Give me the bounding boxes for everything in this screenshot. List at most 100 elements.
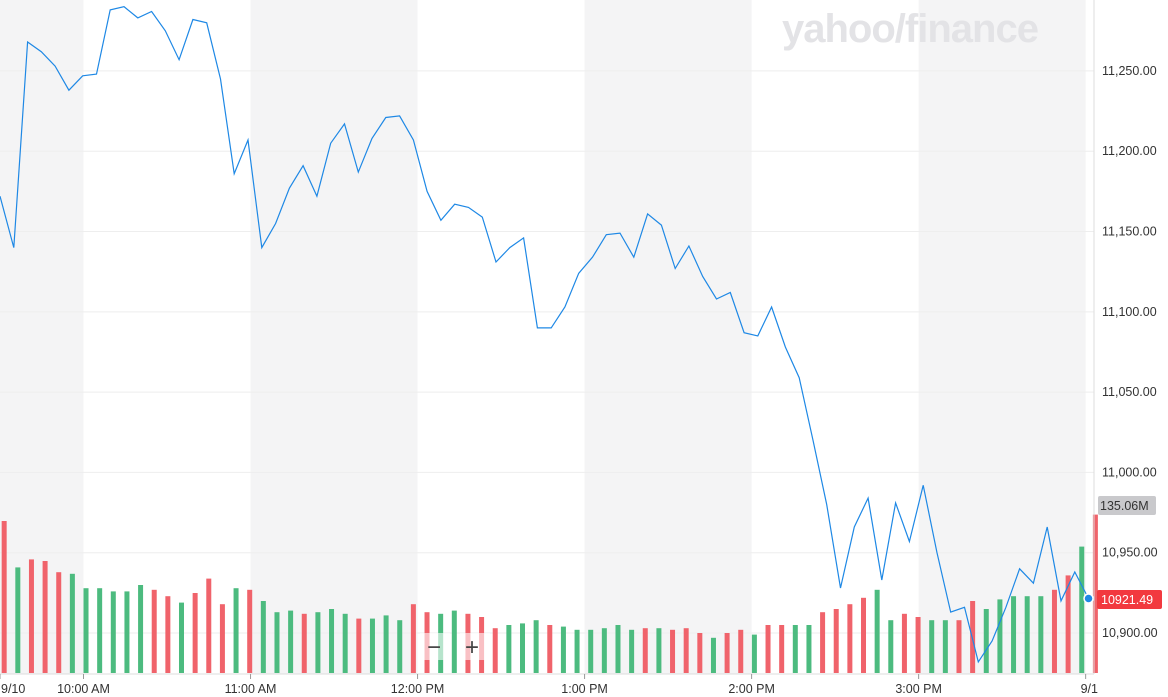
volume-bar [151, 589, 157, 673]
minus-icon[interactable]: − [427, 634, 441, 661]
y-tick-label: 11,050.00 [1102, 385, 1157, 399]
volume-bar [806, 625, 812, 673]
volume-bar [588, 629, 594, 673]
volume-bar [929, 620, 935, 673]
session-band [918, 0, 1086, 674]
volume-bar [56, 572, 62, 673]
volume-tag: 135.06M [1098, 496, 1156, 515]
x-tick-label: 2:00 PM [728, 682, 775, 696]
y-tick-label: 11,200.00 [1102, 144, 1157, 158]
volume-bar [520, 623, 526, 673]
volume-bar [192, 593, 198, 673]
price-gridlines [0, 70, 1094, 634]
volume-bar [397, 620, 403, 673]
volume-bar [506, 625, 512, 673]
volume-bar [1024, 596, 1030, 673]
volume-bar [410, 604, 416, 673]
volume-bar [915, 617, 921, 673]
volume-tag-bg [1098, 496, 1156, 515]
volume-bar [629, 629, 635, 673]
session-band [584, 0, 752, 674]
volume-bar [847, 604, 853, 673]
volume-bar [165, 596, 171, 673]
volume-bar [765, 625, 771, 673]
volume-bar [547, 625, 553, 673]
volume-bar [942, 620, 948, 673]
volume-bar [383, 615, 389, 673]
zoom-in-bg[interactable] [460, 633, 490, 660]
volume-bar [683, 628, 689, 673]
price-axis: 10,900.00 10,950.00 11,000.00 11,050.00 11,1… [1093, 0, 1158, 674]
volume-bar [983, 609, 989, 673]
volume-bar [492, 628, 498, 673]
volume-bar [642, 628, 648, 673]
y-tick-label: 11,000.00 [1102, 465, 1157, 479]
volume-bar [615, 625, 621, 673]
volume-bar [833, 609, 839, 673]
volume-bar [110, 591, 116, 673]
volume-bar [1038, 596, 1044, 673]
volume-bar [533, 620, 539, 673]
y-tick-label: 11,250.00 [1102, 64, 1157, 78]
volume-bar [42, 561, 48, 673]
x-tick-label: 9/1 [1081, 682, 1098, 696]
volume-bar [779, 625, 785, 673]
volume-bar [997, 599, 1003, 673]
volume-bar [710, 637, 716, 673]
volume-bar [820, 612, 826, 673]
volume-bar [138, 585, 144, 673]
volume-bar [1065, 575, 1071, 673]
volume-bar [219, 604, 225, 673]
volume-bar [901, 613, 907, 673]
volume-bar [329, 609, 335, 673]
volume-bar [274, 612, 280, 673]
y-tick-label: 11,150.00 [1102, 225, 1157, 239]
price-line [0, 6, 1090, 664]
volume-bar [97, 588, 103, 673]
volume-bar [233, 588, 239, 673]
yahoo-finance-logo: yahoo/finance [782, 7, 1038, 51]
volume-bar [451, 610, 457, 673]
session-band [0, 0, 84, 674]
volume-bar [15, 567, 21, 673]
x-tick-label: 1:00 PM [561, 682, 608, 696]
volume-bar [124, 591, 130, 673]
volume-bar [206, 578, 212, 673]
x-tick-label: 11:00 AM [225, 682, 277, 696]
volume-bar [574, 629, 580, 673]
x-tick-label: 10:00 AM [57, 682, 110, 696]
volume-bar [738, 629, 744, 673]
plus-icon[interactable]: + [465, 634, 479, 661]
time-axis: 9/10 10:00 AM 11:00 AM 12:00 PM 1:00 PM 2:00 … [0, 673, 1098, 696]
volume-bar [956, 620, 962, 673]
volume-bar [260, 601, 266, 673]
volume-bar [369, 618, 375, 673]
volume-bar [1, 521, 7, 673]
volume-bar [970, 601, 976, 673]
volume-bar [1051, 589, 1057, 673]
volume-bar [28, 559, 34, 673]
price-tag-text: 10921.49 [1101, 593, 1153, 607]
x-tick-label: 3:00 PM [895, 682, 942, 696]
volume-bar [751, 634, 757, 673]
y-tick-label: 11,100.00 [1102, 305, 1157, 319]
zoom-out-bg[interactable] [420, 633, 450, 660]
volume-bar [1011, 596, 1017, 673]
volume-bar [792, 625, 798, 673]
volume-tag-text: 135.06M [1100, 499, 1149, 513]
volume-bar [69, 573, 75, 673]
volume-bar [724, 633, 730, 673]
volume-bar [315, 612, 321, 673]
current-price-dot [1083, 593, 1094, 604]
volume-bar [888, 620, 894, 673]
volume-bar [697, 633, 703, 673]
zoom-in-button[interactable]: + [460, 633, 490, 661]
volume-bar [178, 602, 184, 673]
zoom-out-button[interactable]: − [420, 633, 450, 661]
volume-bar [288, 610, 294, 673]
volume-bar [342, 613, 348, 673]
volume-bar [83, 588, 89, 673]
volume-bar [356, 618, 362, 673]
volume-bar [861, 597, 867, 673]
